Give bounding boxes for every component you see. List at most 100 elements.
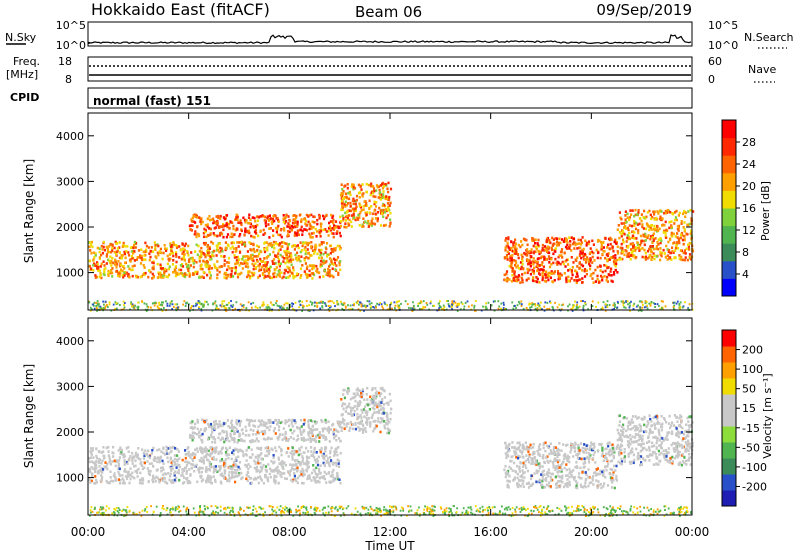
echo-cell	[375, 205, 377, 208]
echo-cell	[316, 271, 318, 274]
echo-cell	[362, 428, 364, 431]
echo-cell	[302, 242, 304, 245]
echo-cell	[213, 471, 215, 474]
echo-cell	[197, 245, 199, 248]
echo-cell	[213, 250, 215, 253]
echo-cell	[420, 300, 422, 302]
echo-cell	[689, 303, 691, 305]
echo-cell	[349, 427, 351, 430]
echo-cell	[678, 242, 680, 245]
echo-cell	[286, 307, 288, 309]
echo-cell	[214, 441, 216, 444]
echo-cell	[267, 426, 269, 429]
echo-cell	[318, 481, 320, 484]
echo-cell	[389, 218, 391, 221]
echo-cell	[650, 305, 652, 307]
echo-cell	[558, 304, 560, 306]
echo-cell	[222, 229, 224, 232]
echo-cell	[207, 438, 209, 441]
echo-cell	[247, 468, 249, 471]
echo-cell	[332, 268, 334, 271]
echo-cell	[216, 254, 218, 257]
echo-cell	[300, 274, 302, 277]
echo-cell	[305, 463, 307, 466]
echo-cell	[543, 266, 545, 269]
echo-cell	[240, 219, 242, 222]
echo-cell	[284, 304, 286, 306]
echo-cell	[685, 252, 687, 255]
echo-cell	[332, 219, 334, 222]
y-tick-label: 4000	[56, 130, 84, 143]
echo-cell	[353, 210, 355, 213]
echo-cell	[331, 447, 333, 450]
echo-cell	[104, 461, 106, 464]
echo-cell	[324, 471, 326, 474]
echo-cell	[151, 452, 153, 455]
echo-cell	[649, 238, 651, 241]
echo-cell	[278, 446, 280, 449]
echo-cell	[310, 227, 312, 230]
echo-cell	[347, 187, 349, 190]
echo-cell	[606, 246, 608, 249]
echo-cell	[410, 307, 412, 309]
echo-cell	[548, 272, 550, 275]
echo-cell	[169, 447, 171, 450]
echo-cell	[306, 243, 308, 246]
echo-cell	[202, 221, 204, 224]
echo-cell	[111, 267, 113, 270]
echo-cell	[153, 276, 155, 279]
echo-cell	[163, 477, 165, 480]
echo-cell	[361, 411, 363, 414]
echo-cell	[620, 247, 622, 250]
echo-cell	[211, 482, 213, 485]
echo-cell	[645, 256, 647, 259]
power-colorbar-label: Power [dB]	[759, 181, 772, 241]
echo-cell	[92, 304, 94, 306]
echo-cell	[639, 217, 641, 220]
echo-cell	[200, 265, 202, 268]
echo-cell	[291, 245, 293, 248]
echo-cell	[494, 300, 496, 302]
echo-cell	[651, 228, 653, 231]
echo-cell	[369, 423, 371, 426]
echo-cell	[191, 420, 193, 423]
echo-cell	[384, 211, 386, 214]
echo-cell	[315, 228, 317, 231]
echo-cell	[371, 416, 373, 419]
echo-cell	[357, 214, 359, 217]
echo-cell	[320, 419, 322, 422]
echo-cell	[617, 246, 619, 249]
echo-cell	[182, 459, 184, 462]
echo-cell	[144, 266, 146, 269]
echo-cell	[607, 244, 609, 247]
echo-cell	[671, 212, 673, 215]
echo-cell	[92, 269, 94, 272]
echo-cell	[169, 266, 171, 269]
echo-cell	[293, 277, 295, 280]
echo-cell	[106, 253, 108, 256]
echo-cell	[243, 243, 245, 246]
echo-cell	[629, 209, 631, 212]
echo-cell	[162, 274, 164, 277]
echo-cell	[323, 435, 325, 438]
echo-cell	[281, 439, 283, 442]
echo-cell	[170, 303, 172, 305]
echo-cell	[226, 304, 228, 306]
echo-cell	[137, 456, 139, 459]
echo-cell	[309, 228, 311, 231]
echo-cell	[533, 267, 535, 270]
echo-cell	[474, 305, 476, 307]
echo-cell	[109, 271, 111, 274]
echo-cell	[678, 214, 680, 217]
echo-cell	[91, 473, 93, 476]
echo-cell	[339, 260, 341, 263]
echo-cell	[199, 467, 201, 470]
echo-cell	[234, 254, 236, 257]
echo-cell	[345, 193, 347, 196]
echo-cell	[233, 441, 235, 444]
echo-cell	[307, 462, 309, 465]
echo-cell	[110, 264, 112, 267]
echo-cell	[210, 241, 212, 244]
echo-cell	[526, 268, 528, 271]
echo-cell	[147, 455, 149, 458]
